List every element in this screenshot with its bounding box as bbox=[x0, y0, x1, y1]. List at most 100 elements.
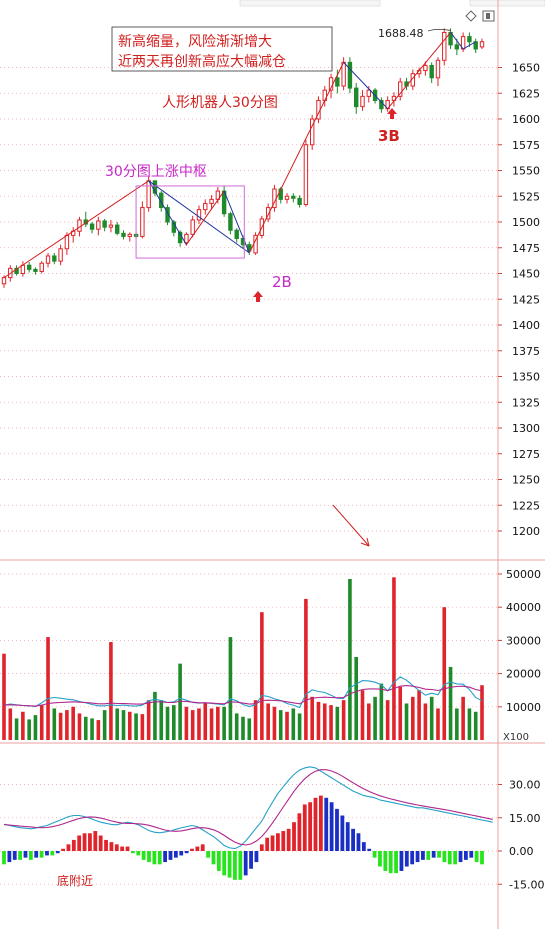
macd-hist-bar bbox=[55, 851, 60, 854]
macd-hist-bar bbox=[152, 851, 157, 865]
peak-leader-line bbox=[427, 28, 451, 32]
volume-bar bbox=[455, 708, 459, 740]
macd-hist-bar bbox=[302, 804, 307, 851]
macd-hist-bar bbox=[431, 851, 436, 858]
macd-bottom-note: 底附近 bbox=[57, 873, 93, 888]
macd-hist-bar bbox=[157, 851, 162, 865]
candle-body bbox=[121, 232, 126, 237]
macd-histogram-series bbox=[2, 766, 493, 880]
macd-hist-bar bbox=[378, 851, 382, 867]
macd-axis: -15.00 0.00 15.00 30.00 bbox=[498, 779, 544, 891]
volume-bar bbox=[253, 700, 258, 740]
volume-bar bbox=[228, 637, 233, 740]
volume-bar bbox=[8, 708, 13, 740]
volume-ma-slow-line bbox=[3, 685, 483, 707]
macd-hist-bar bbox=[206, 851, 210, 858]
robot-chart-title: 人形机器人30分图 bbox=[162, 95, 278, 111]
candle-body bbox=[435, 59, 441, 79]
volume-bar bbox=[127, 711, 132, 740]
macd-hist-bar bbox=[361, 842, 366, 851]
price-tick-label: 1475 bbox=[512, 242, 540, 255]
volume-bar bbox=[360, 690, 365, 740]
price-tick-label: 1525 bbox=[512, 190, 540, 203]
volume-bar bbox=[216, 706, 220, 740]
macd-hist-bar bbox=[292, 822, 296, 851]
macd-hist-bar bbox=[442, 851, 447, 863]
window-toggle-icon[interactable] bbox=[482, 10, 495, 22]
candle-body bbox=[108, 224, 114, 228]
volume-bar bbox=[190, 710, 195, 740]
candle-body bbox=[127, 233, 132, 237]
price-tick-label: 1300 bbox=[512, 422, 540, 435]
volume-bar bbox=[71, 706, 75, 740]
candle-body bbox=[184, 233, 189, 244]
macd-dea-line bbox=[3, 769, 493, 846]
macd-hist-bar bbox=[356, 833, 361, 851]
macd-hist-bar bbox=[168, 851, 173, 860]
candle-body bbox=[429, 64, 434, 79]
diamond-icon[interactable] bbox=[465, 10, 477, 22]
macd-hist-bar bbox=[130, 851, 135, 854]
candle-body bbox=[454, 44, 460, 50]
candle-body bbox=[140, 207, 145, 237]
grid-layer bbox=[0, 67, 498, 885]
macd-hist-bar bbox=[249, 851, 253, 869]
candle-body bbox=[52, 255, 57, 262]
macd-hist-bar bbox=[211, 851, 216, 865]
macd-hist-bar bbox=[238, 851, 243, 880]
volume-bar bbox=[172, 705, 176, 740]
macd-hist-bar bbox=[179, 851, 184, 856]
macd-hist-bar bbox=[313, 797, 318, 851]
trend-segment bbox=[343, 62, 389, 110]
volume-bar bbox=[2, 653, 6, 740]
volume-bar bbox=[52, 708, 57, 740]
macd-hist-bar bbox=[297, 813, 302, 851]
price-tick-label: 1500 bbox=[512, 216, 540, 229]
volume-bar bbox=[423, 703, 428, 740]
macd-hist-bar bbox=[270, 835, 275, 851]
macd-hist-bar bbox=[469, 851, 474, 858]
candle-body bbox=[45, 255, 51, 264]
volume-bar bbox=[197, 708, 201, 740]
volume-bar bbox=[159, 700, 164, 740]
up-arrow-3b bbox=[387, 108, 397, 119]
candle-body bbox=[96, 220, 101, 230]
candle-body bbox=[265, 207, 271, 220]
macd-hist-bar bbox=[104, 839, 108, 851]
macd-hist-bar bbox=[88, 833, 92, 851]
volume-bar bbox=[90, 718, 94, 740]
candle-body bbox=[146, 180, 151, 209]
price-tick-label: 1275 bbox=[512, 448, 540, 461]
volume-bar bbox=[398, 686, 403, 740]
macd-hist-bar bbox=[318, 795, 323, 851]
macd-hist-bar bbox=[18, 851, 23, 860]
candle-body bbox=[234, 229, 239, 239]
price-tick-label: 1625 bbox=[512, 87, 540, 100]
volume-bar bbox=[115, 708, 120, 740]
macd-hist-bar bbox=[200, 844, 205, 851]
macd-hist-bar bbox=[243, 851, 248, 876]
toolbar bbox=[239, 0, 545, 7]
up-arrow-2b bbox=[253, 291, 263, 302]
volume-bar bbox=[297, 713, 302, 740]
candle-body bbox=[360, 95, 365, 108]
macd-tick-label: 0.00 bbox=[509, 845, 534, 858]
macd-hist-bar bbox=[404, 851, 409, 867]
macd-hist-bar bbox=[45, 851, 49, 856]
macd-hist-bar bbox=[66, 844, 71, 851]
macd-hist-bar bbox=[351, 828, 356, 851]
volume-bar bbox=[329, 705, 333, 740]
volume-bar bbox=[442, 607, 447, 740]
macd-hist-bar bbox=[114, 844, 119, 851]
macd-hist-bar bbox=[463, 851, 468, 860]
volume-bar bbox=[266, 703, 270, 740]
candle-body bbox=[190, 219, 195, 235]
price-tick-label: 1375 bbox=[512, 345, 540, 358]
volume-bar bbox=[209, 708, 214, 740]
macd-tick-label: 15.00 bbox=[509, 812, 541, 825]
candle-body bbox=[423, 64, 428, 72]
macd-hist-bar bbox=[227, 851, 232, 878]
macd-hist-bar bbox=[340, 815, 345, 851]
volume-bar bbox=[140, 714, 145, 740]
